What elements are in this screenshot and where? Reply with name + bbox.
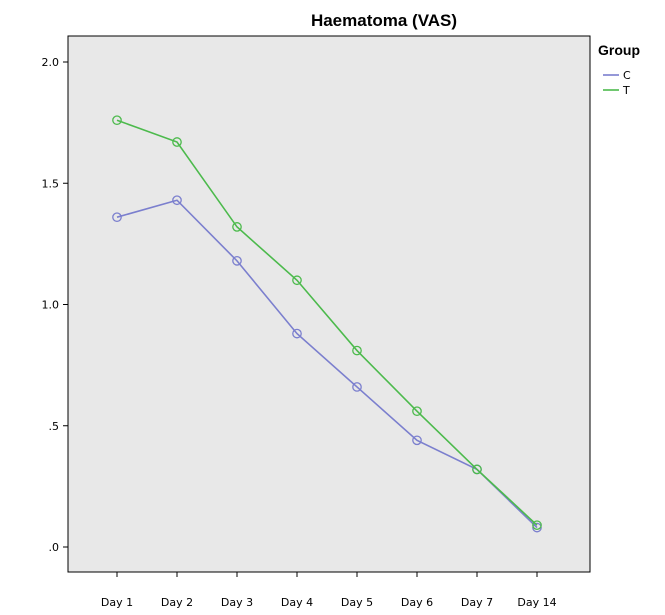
plot-area xyxy=(67,35,591,573)
data-point xyxy=(112,115,122,126)
data-point xyxy=(292,328,302,339)
series-line xyxy=(116,119,538,526)
legend-title: Group xyxy=(598,42,640,58)
data-point xyxy=(532,520,542,531)
data-point xyxy=(112,212,122,223)
x-tick-label: Day 14 xyxy=(517,596,556,609)
data-point xyxy=(172,137,182,147)
series-layer xyxy=(112,115,542,533)
data-point xyxy=(352,345,362,356)
y-axis: .0 .5 1.0 1.5 2.0 xyxy=(42,56,68,554)
data-point xyxy=(292,275,302,286)
x-tick-label: Day 6 xyxy=(401,596,433,609)
x-tick-label: Day 4 xyxy=(281,596,313,609)
data-point xyxy=(352,382,362,392)
x-tick-label: Day 2 xyxy=(161,596,193,609)
data-point xyxy=(412,406,422,417)
legend-label: T xyxy=(622,84,630,97)
y-tick-label: 1.5 xyxy=(42,177,60,190)
data-point xyxy=(232,255,242,266)
y-tick-label: 1.0 xyxy=(42,299,60,312)
x-axis: Day 1 Day 2 Day 3 Day 4 Day 5 Day 6 Day 7 Day 1… xyxy=(101,572,557,609)
chart-title: Haematoma (VAS) xyxy=(311,11,457,30)
legend-item: T xyxy=(603,84,630,97)
data-point xyxy=(232,222,242,232)
x-tick-label: Day 7 xyxy=(461,596,493,609)
series-t xyxy=(112,115,542,531)
y-tick-label: .5 xyxy=(49,420,60,433)
x-tick-label: Day 1 xyxy=(101,596,133,609)
x-tick-label: Day 3 xyxy=(221,596,253,609)
data-point xyxy=(412,435,422,446)
y-tick-label: 2.0 xyxy=(42,56,60,69)
legend-items: CT xyxy=(603,69,631,97)
y-tick-label: .0 xyxy=(49,541,60,554)
series-line xyxy=(116,199,538,529)
legend-item: C xyxy=(603,69,631,82)
legend-label: C xyxy=(623,69,631,82)
data-point xyxy=(472,464,482,475)
legend: Group CT xyxy=(598,42,640,97)
x-tick-label: Day 5 xyxy=(341,596,373,609)
data-point xyxy=(172,195,182,206)
